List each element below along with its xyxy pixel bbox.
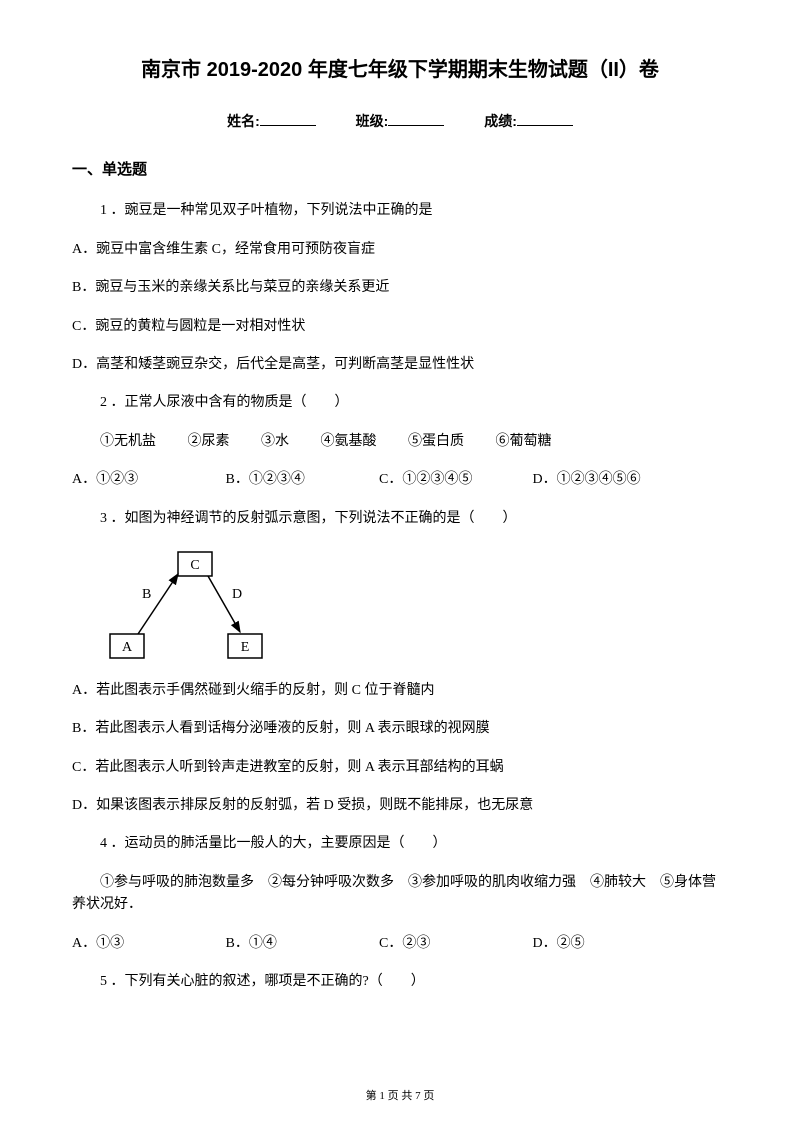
q2-option-a: A．①②③ xyxy=(72,469,222,491)
q4-items: ①参与呼吸的肺泡数量多 ②每分钟呼吸次数多 ③参加呼吸的肌肉收缩力强 ④肺较大 … xyxy=(72,872,728,917)
q3-stem: 3 ．如图为神经调节的反射弧示意图，下列说法不正确的是（ ） xyxy=(72,508,728,530)
q1-option-b: B．豌豆与玉米的亲缘关系比与菜豆的亲缘关系更近 xyxy=(72,277,728,299)
q3-option-c: C．若此图表示人听到铃声走进教室的反射，则 A 表示耳部结构的耳蜗 xyxy=(72,757,728,779)
score-blank[interactable] xyxy=(517,112,573,126)
q3-diagram: C A E B D xyxy=(100,546,728,666)
class-blank[interactable] xyxy=(388,112,444,126)
q3-option-d: D．如果该图表示排尿反射的反射弧，若 D 受损，则既不能排尿，也无尿意 xyxy=(72,795,728,817)
page-footer: 第 1 页 共 7 页 xyxy=(0,1088,800,1106)
q4-option-a: A．①③ xyxy=(72,933,222,955)
q4-stem: 4 ．运动员的肺活量比一般人的大，主要原因是（ ） xyxy=(72,833,728,855)
q1-option-d: D．高茎和矮茎豌豆杂交，后代全是高茎，可判断高茎是显性性状 xyxy=(72,354,728,376)
page-title: 南京市 2019-2020 年度七年级下学期期末生物试题（II）卷 xyxy=(72,54,728,86)
q1-option-c: C．豌豆的黄粒与圆粒是一对相对性状 xyxy=(72,316,728,338)
node-e-label: E xyxy=(241,640,250,655)
q4-option-b: B．①④ xyxy=(226,933,376,955)
q2-item-5: ⑤蛋白质 xyxy=(408,434,464,449)
q5-stem: 5 ．下列有关心脏的叙述，哪项是不正确的?（ ） xyxy=(72,971,728,993)
section-heading: 一、单选题 xyxy=(72,158,728,182)
node-a-label: A xyxy=(122,640,133,655)
q2-options: A．①②③ B．①②③④ C．①②③④⑤ D．①②③④⑤⑥ xyxy=(72,469,728,491)
student-info-line: 姓名: 班级: 成绩: xyxy=(72,110,728,132)
q2-option-c: C．①②③④⑤ xyxy=(379,469,529,491)
q2-items: ①无机盐 ②尿素 ③水 ④氨基酸 ⑤蛋白质 ⑥葡萄糖 xyxy=(72,431,728,453)
score-label: 成绩: xyxy=(484,113,517,129)
q3-option-b: B．若此图表示人看到话梅分泌唾液的反射，则 A 表示眼球的视网膜 xyxy=(72,718,728,740)
q2-item-3: ③水 xyxy=(261,434,289,449)
q1-stem: 1 ．豌豆是一种常见双子叶植物，下列说法中正确的是 xyxy=(72,200,728,222)
q2-option-b: B．①②③④ xyxy=(226,469,376,491)
node-c-label: C xyxy=(190,558,199,573)
name-blank[interactable] xyxy=(260,112,316,126)
q2-option-d: D．①②③④⑤⑥ xyxy=(533,469,683,491)
q2-item-1: ①无机盐 xyxy=(100,434,156,449)
q2-item-2: ②尿素 xyxy=(188,434,230,449)
q4-option-d: D．②⑤ xyxy=(533,933,683,955)
q3-option-a: A．若此图表示手偶然碰到火缩手的反射，则 C 位于脊髓内 xyxy=(72,680,728,702)
q4-options: A．①③ B．①④ C．②③ D．②⑤ xyxy=(72,933,728,955)
q2-item-6: ⑥葡萄糖 xyxy=(496,434,552,449)
q2-item-4: ④氨基酸 xyxy=(321,434,377,449)
q1-option-a: A．豌豆中富含维生素 C，经常食用可预防夜盲症 xyxy=(72,239,728,261)
name-label: 姓名: xyxy=(227,113,260,129)
edge-b-label: B xyxy=(142,587,151,602)
class-label: 班级: xyxy=(356,113,389,129)
q4-option-c: C．②③ xyxy=(379,933,529,955)
q2-stem: 2 ．正常人尿液中含有的物质是（ ） xyxy=(72,392,728,414)
edge-d-label: D xyxy=(232,587,242,602)
